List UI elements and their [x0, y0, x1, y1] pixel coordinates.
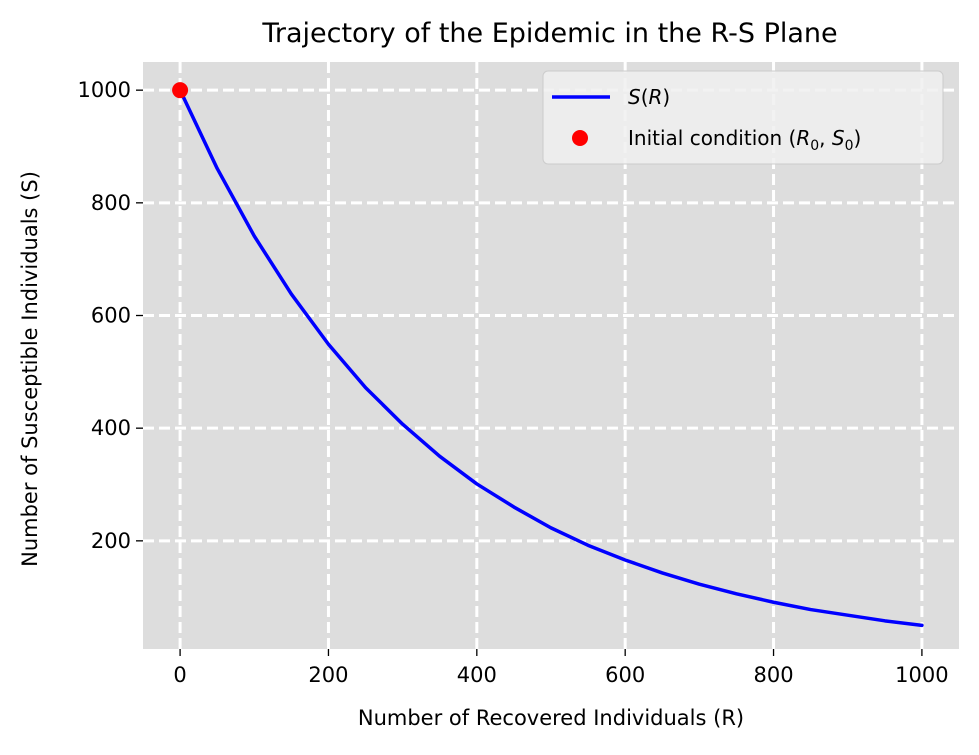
y-tick-label: 800 — [91, 191, 131, 215]
y-axis-ticks: 200 400 600 800 1000 — [78, 78, 143, 553]
chart-title: Trajectory of the Epidemic in the R-S Pl… — [261, 18, 837, 49]
series-layer — [172, 82, 924, 628]
x-axis-label: Number of Recovered Individuals (R) — [358, 706, 744, 730]
y-axis-label: Number of Susceptible Individuals (S) — [18, 171, 42, 567]
y-tick-label: 400 — [91, 416, 131, 440]
x-tick-label: 0 — [173, 663, 186, 687]
y-tick-label: 1000 — [78, 78, 131, 102]
x-tick-label: 1000 — [895, 663, 948, 687]
series-line-s-of-r — [178, 88, 924, 628]
y-tick-label: 600 — [91, 304, 131, 328]
legend-box — [542, 70, 944, 165]
initial-condition-point — [172, 82, 189, 99]
x-tick-label: 800 — [753, 663, 793, 687]
x-tick-label: 200 — [308, 663, 348, 687]
legend-marker-swatch — [572, 130, 588, 146]
legend-label-series-1: S(R) — [628, 85, 670, 109]
x-tick-label: 400 — [457, 663, 497, 687]
legend-label-series-2: Initial condition (R0, S0) — [628, 126, 861, 154]
x-tick-label: 600 — [605, 663, 645, 687]
x-axis-ticks: 0 200 400 600 800 1000 — [173, 649, 949, 687]
legend: S(R) Initial condition (R0, S0) — [542, 70, 944, 165]
y-tick-label: 200 — [91, 529, 131, 553]
